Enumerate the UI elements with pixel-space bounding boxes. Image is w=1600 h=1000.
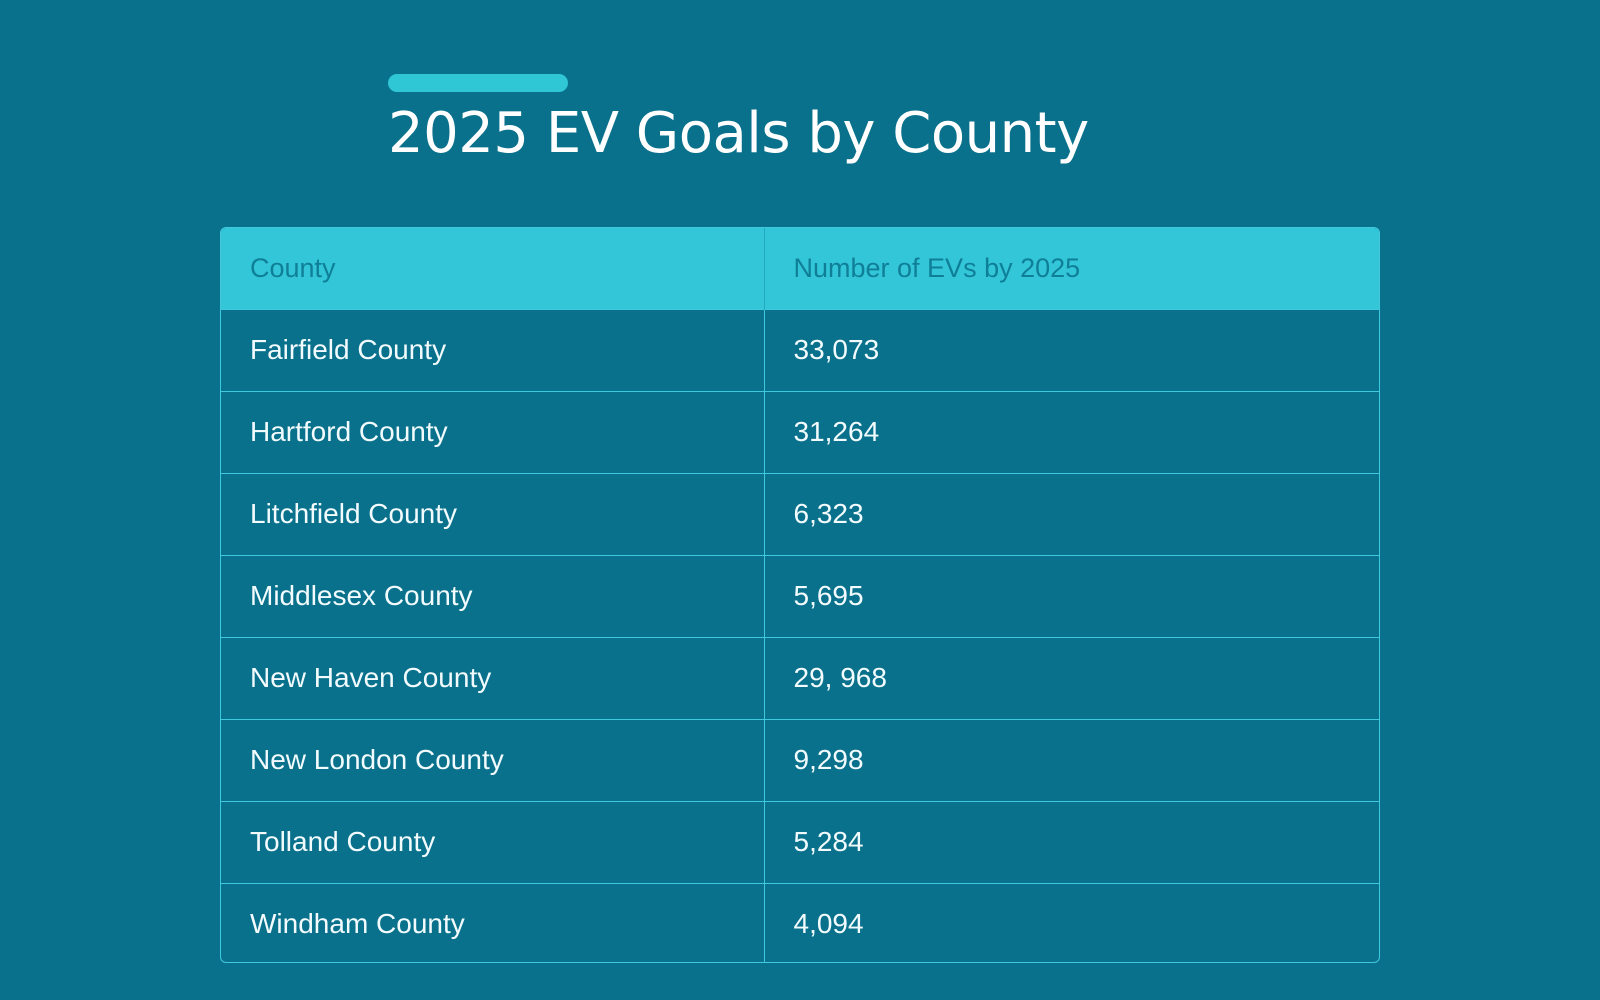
ev-count-cell: 31,264 bbox=[764, 390, 1379, 473]
ev-goals-table: County Number of EVs by 2025 Fairfield C… bbox=[220, 227, 1380, 963]
ev-count-cell: 5,284 bbox=[764, 800, 1379, 883]
county-cell: Litchfield County bbox=[221, 472, 765, 555]
table-row: New Haven County 29, 968 bbox=[221, 636, 1379, 719]
table-row: Windham County 4,094 bbox=[221, 882, 1379, 962]
column-header-evs: Number of EVs by 2025 bbox=[764, 228, 1379, 309]
table-row: Tolland County 5,284 bbox=[221, 800, 1379, 883]
ev-count-cell: 9,298 bbox=[764, 718, 1379, 801]
county-cell: New London County bbox=[221, 718, 765, 801]
ev-count-cell: 33,073 bbox=[764, 308, 1379, 391]
county-cell: Hartford County bbox=[221, 390, 765, 473]
data-table: County Number of EVs by 2025 Fairfield C… bbox=[221, 228, 1379, 962]
ev-count-cell: 4,094 bbox=[764, 882, 1379, 962]
table-body: Fairfield County 33,073 Hartford County … bbox=[221, 308, 1379, 962]
county-cell: New Haven County bbox=[221, 636, 765, 719]
ev-count-cell: 6,323 bbox=[764, 472, 1379, 555]
county-cell: Fairfield County bbox=[221, 308, 765, 391]
county-cell: Windham County bbox=[221, 882, 765, 962]
page-title: 2025 EV Goals by County bbox=[388, 101, 1089, 166]
table-row: Middlesex County 5,695 bbox=[221, 554, 1379, 637]
title-accent-bar bbox=[388, 74, 568, 92]
table-header-row: County Number of EVs by 2025 bbox=[221, 228, 1379, 309]
ev-count-cell: 5,695 bbox=[764, 554, 1379, 637]
county-cell: Tolland County bbox=[221, 800, 765, 883]
table-row: Hartford County 31,264 bbox=[221, 390, 1379, 473]
table-header: County Number of EVs by 2025 bbox=[221, 228, 1379, 309]
table-row: Litchfield County 6,323 bbox=[221, 472, 1379, 555]
ev-count-cell: 29, 968 bbox=[764, 636, 1379, 719]
table-row: New London County 9,298 bbox=[221, 718, 1379, 801]
county-cell: Middlesex County bbox=[221, 554, 765, 637]
column-header-county: County bbox=[221, 228, 765, 309]
table-row: Fairfield County 33,073 bbox=[221, 308, 1379, 391]
